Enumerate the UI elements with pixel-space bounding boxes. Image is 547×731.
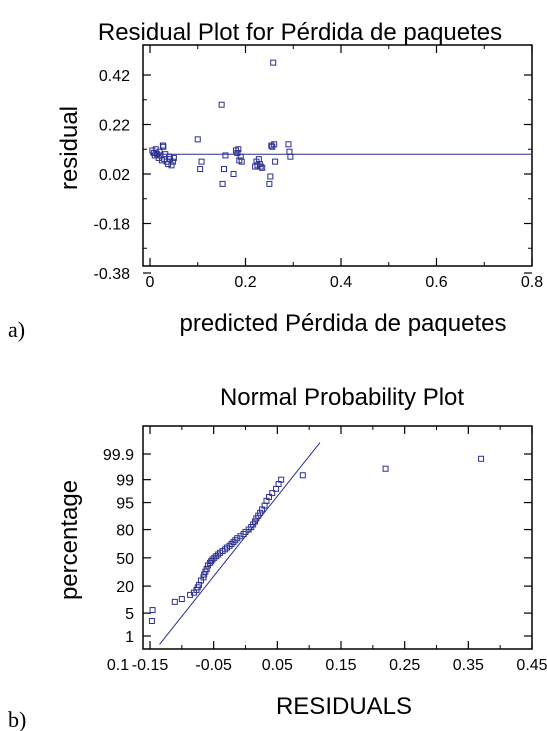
chart-a-point — [267, 173, 274, 180]
chart-b-point — [257, 509, 264, 516]
chart-a-point — [270, 59, 277, 66]
chart-b-point — [178, 596, 185, 603]
chart-b-y-tick-label: 20 — [116, 579, 134, 596]
chart-a-point — [235, 146, 242, 153]
chart-a-x-tick-label: 0.4 — [330, 274, 352, 291]
chart-a-point — [287, 153, 294, 160]
chart-b-point — [215, 551, 222, 558]
chart-b-point — [228, 540, 235, 547]
chart-b-point — [382, 465, 389, 472]
chart-a-point — [285, 141, 292, 148]
chart-a-y-axis-label: residual — [56, 106, 83, 190]
chart-b-title: Normal Probability Plot — [220, 384, 464, 411]
chart-a-y-tick-label: -0.18 — [94, 217, 131, 234]
chart-b-point — [278, 476, 285, 483]
chart-b-point — [269, 490, 276, 497]
chart-a-y-tick-label: -0.38 — [94, 266, 131, 283]
chart-b-fit-line — [159, 442, 321, 645]
chart-b-x-tick-label: 0.45 — [516, 657, 547, 674]
chart-a-point — [168, 162, 175, 169]
chart-a-point — [156, 148, 163, 155]
chart-a-point — [272, 158, 279, 165]
chart-a-point — [257, 163, 264, 170]
chart-a-y-tick-label: 0.02 — [99, 167, 130, 184]
chart-b-point — [232, 537, 239, 544]
chart-b-x-tick-label: -0.05 — [195, 657, 232, 674]
chart-b-point — [148, 618, 155, 625]
chart-b-y-tick-label: 5 — [125, 606, 134, 623]
chart-b-y-tick-label: 50 — [116, 551, 134, 568]
chart-b-y-tick-label: 99.9 — [103, 447, 134, 464]
chart-a-point — [197, 166, 204, 173]
panel-a-label: a) — [8, 317, 25, 342]
chart-a-point — [198, 158, 205, 165]
chart-a-point — [238, 158, 245, 165]
chart-b-point — [222, 546, 229, 553]
chart-b-y-tick-label: 99 — [116, 473, 134, 490]
chart-a-point — [286, 148, 293, 155]
chart-b-points — [148, 455, 485, 625]
chart-b-x-axis-corner-label: 0.1 — [107, 657, 129, 674]
chart-a-x-tick-label: 0.8 — [521, 274, 543, 291]
chart-b-fit-line-group — [159, 442, 321, 645]
chart-a-point — [170, 154, 177, 161]
chart-a-point — [222, 152, 229, 159]
chart-b-y-axis-label: percentage — [56, 480, 83, 600]
chart-a-x-tick-label: 0 — [146, 274, 155, 291]
chart-a-x-axis-label: predicted Pérdida de paquetes — [180, 310, 507, 337]
chart-b-point — [252, 518, 259, 525]
chart-a-y-tick-label: 0.42 — [99, 68, 130, 85]
chart-b-x-tick-label: 0.05 — [262, 657, 293, 674]
chart-a-point — [237, 153, 244, 160]
chart-b-point — [299, 472, 306, 479]
chart-a-point — [194, 136, 201, 143]
chart-b-point — [149, 607, 156, 614]
chart-a-point — [271, 141, 278, 148]
chart-a-point — [169, 158, 176, 165]
chart-a-point — [221, 166, 228, 173]
chart-a-x-tick-label: 0.6 — [425, 274, 447, 291]
chart-b-y-tick-label: 1 — [125, 629, 134, 646]
chart-b-point — [266, 493, 273, 500]
chart-b-x-tick-label: 0.15 — [325, 657, 356, 674]
chart-b: Normal Probability Plot percentage RESID… — [8, 384, 547, 731]
chart-b-point — [171, 598, 178, 605]
chart-a-points — [149, 59, 294, 187]
chart-a: Residual Plot for Pérdida de paquetes re… — [8, 19, 543, 342]
panel-b-label: b) — [8, 707, 26, 731]
chart-a-y-tick-label: 0.22 — [99, 118, 130, 135]
chart-b-point — [230, 539, 237, 546]
chart-b-y-tick-label: 80 — [116, 523, 134, 540]
chart-b-point — [211, 554, 218, 561]
chart-b-x-tick-label: 0.35 — [453, 657, 484, 674]
chart-b-x-axis-label: RESIDUALS — [276, 693, 412, 720]
chart-a-x-tick-label: 0.2 — [234, 274, 256, 291]
chart-a-point — [266, 180, 273, 187]
chart-b-point — [213, 553, 220, 560]
chart-a-frame — [142, 44, 533, 267]
chart-a-title: Residual Plot for Pérdida de paquetes — [98, 19, 502, 46]
chart-b-x-tick-label: -0.15 — [132, 657, 169, 674]
chart-a-point — [234, 149, 241, 156]
chart-a-ticks: 0 0.2 0.4 0.6 0.8 -0.38 -0.18 0.02 0.22 0.42 — [94, 45, 543, 291]
chart-b-y-tick-label: 95 — [116, 496, 134, 513]
chart-b-point — [209, 556, 216, 563]
chart-a-point — [230, 171, 237, 177]
chart-b-frame — [142, 425, 533, 650]
chart-b-ticks: -0.15 -0.05 0.05 0.15 0.25 0.35 0.45 1 5 20 50 80 95… — [103, 426, 547, 674]
chart-b-point — [203, 565, 210, 572]
chart-a-point — [218, 101, 225, 108]
chart-b-point — [196, 581, 203, 588]
chart-b-point — [208, 558, 215, 565]
chart-a-point — [219, 180, 226, 187]
chart-a-point — [259, 164, 266, 171]
chart-b-x-tick-label: 0.25 — [389, 657, 420, 674]
chart-a-point — [160, 143, 167, 150]
chart-b-point — [226, 542, 233, 549]
chart-b-point — [478, 455, 485, 462]
